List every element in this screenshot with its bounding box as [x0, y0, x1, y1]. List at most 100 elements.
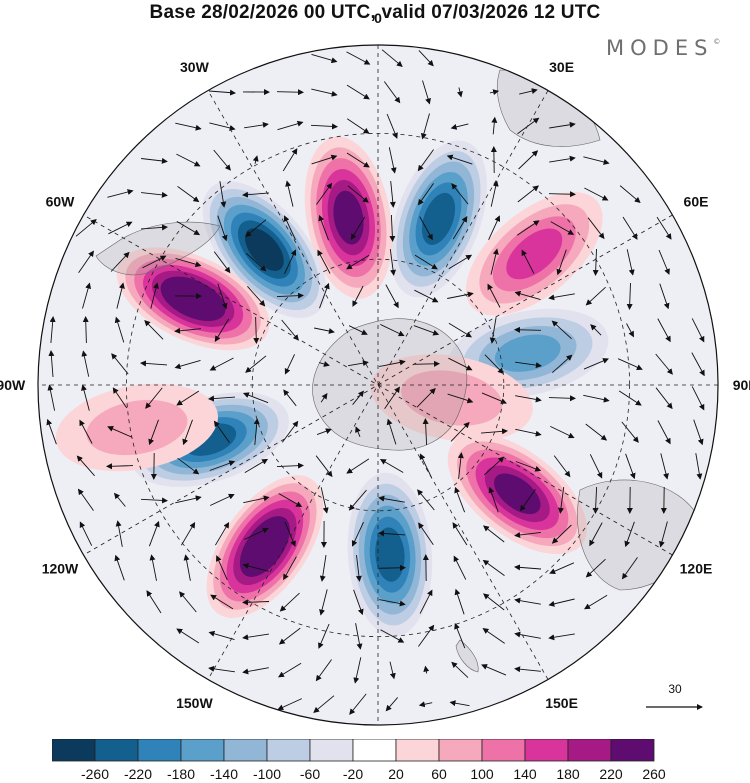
- colorbar-ticks: -260 -220 -180 -140 -100 -60 -20 20 60 100 140 180 2…: [81, 766, 666, 782]
- wind-arrow: [481, 664, 507, 676]
- wind-arrow: [482, 628, 505, 644]
- wind-arrow: [276, 462, 304, 469]
- wind-arrow: [487, 283, 501, 308]
- wind-arrow: [456, 87, 463, 98]
- colorbar-swatch: [223, 739, 268, 762]
- wind-arrow: [245, 355, 267, 373]
- wind-arrow: [419, 589, 433, 614]
- wind-arrow: [346, 152, 370, 168]
- colorbar-tick-label: -220: [124, 766, 152, 782]
- wind-arrow: [454, 588, 465, 615]
- wind-arrow: [252, 155, 259, 164]
- anomaly-contour: [86, 399, 188, 456]
- wind-arrow: [284, 249, 297, 274]
- reference-vector: 30: [646, 682, 703, 710]
- wind-arrow: [208, 395, 236, 402]
- wind-arrow: [145, 387, 163, 409]
- negative-center: [390, 140, 487, 298]
- wind-arrow: [626, 323, 634, 338]
- wind-arrow: [379, 599, 406, 607]
- wind-arrow: [551, 524, 572, 544]
- colorbar-swatch: [180, 739, 225, 762]
- wind-arrow: [551, 354, 573, 374]
- wind-arrow: [515, 395, 542, 403]
- wind-arrow: [488, 486, 499, 513]
- wind-arrow: [448, 254, 473, 270]
- wind-arrow: [244, 527, 269, 540]
- wind-arrow: [550, 221, 575, 235]
- wind-arrow: [106, 463, 134, 470]
- wind-arrow: [420, 113, 430, 140]
- wind-arrow: [141, 191, 168, 198]
- wind-arrow: [452, 216, 468, 240]
- wind-arrow: [413, 325, 440, 336]
- wind-arrow: [215, 555, 228, 581]
- wind-arrow: [148, 520, 160, 547]
- wind-arrow: [319, 555, 327, 582]
- colorbar-tick-label: 220: [599, 766, 623, 782]
- wind-arrow: [490, 180, 499, 207]
- wind-arrow: [590, 324, 602, 336]
- wind-arrow: [108, 221, 133, 235]
- wind-arrow: [182, 419, 193, 446]
- anomaly-contour: [401, 370, 503, 426]
- wind-arrow: [140, 360, 168, 367]
- wind-arrow: [285, 180, 294, 207]
- wind-vectors: [46, 49, 705, 715]
- longitude-label: 0: [374, 10, 382, 26]
- wind-arrow: [624, 521, 635, 548]
- wind-arrow: [209, 460, 236, 471]
- wind-arrow: [422, 80, 431, 105]
- wind-arrow: [276, 89, 304, 96]
- wind-arrow: [484, 354, 504, 375]
- colorbar-swatch: [52, 739, 96, 762]
- reference-vector-label: 30: [668, 682, 682, 696]
- wind-arrow: [284, 521, 296, 547]
- wind-arrow: [519, 88, 538, 95]
- wind-arrow: [621, 421, 639, 443]
- wind-arrow: [320, 487, 329, 514]
- colorbar-tick-label: 180: [556, 766, 580, 782]
- wind-arrow: [209, 122, 236, 131]
- wind-arrow: [149, 554, 157, 581]
- wind-arrow: [283, 215, 296, 240]
- wind-arrow: [355, 426, 361, 437]
- wind-arrow: [516, 220, 540, 236]
- wind-arrow: [179, 591, 197, 613]
- antarctica-coast: [312, 318, 468, 451]
- wind-arrow: [114, 554, 125, 581]
- south-america: [95, 221, 221, 276]
- colorbar-tick-label: 100: [470, 766, 494, 782]
- wind-arrow: [619, 185, 641, 204]
- wind-arrow: [353, 657, 362, 684]
- colorbar-swatch: [567, 739, 612, 762]
- wind-arrow: [314, 327, 335, 334]
- colorbar-swatch: [438, 739, 483, 762]
- wind-arrow: [346, 118, 370, 134]
- wind-arrow: [389, 249, 397, 276]
- wind-arrow: [452, 522, 468, 546]
- anomaly-contour: [506, 228, 563, 280]
- wind-arrow: [450, 123, 469, 130]
- wind-arrow: [148, 419, 159, 446]
- wind-arrow: [490, 248, 499, 275]
- anomaly-contour: [494, 334, 561, 372]
- anomaly-field: [55, 136, 609, 637]
- positive-center: [304, 136, 393, 299]
- wind-arrow: [208, 89, 236, 96]
- wind-arrow: [214, 318, 230, 342]
- positive-center: [447, 433, 587, 555]
- wind-arrow: [448, 357, 473, 371]
- wind-arrow: [213, 420, 230, 443]
- wind-arrow: [385, 284, 399, 309]
- wind-arrow: [310, 123, 338, 130]
- wind-arrow: [659, 521, 668, 548]
- wind-arrow: [389, 214, 396, 242]
- wind-arrow: [75, 219, 97, 237]
- wind-arrow: [82, 282, 92, 309]
- anomaly-contour: [169, 282, 217, 316]
- wind-arrow: [515, 428, 542, 437]
- colorbar-swatches: [52, 739, 655, 762]
- wind-arrow: [113, 492, 126, 507]
- wind-arrow: [691, 386, 705, 411]
